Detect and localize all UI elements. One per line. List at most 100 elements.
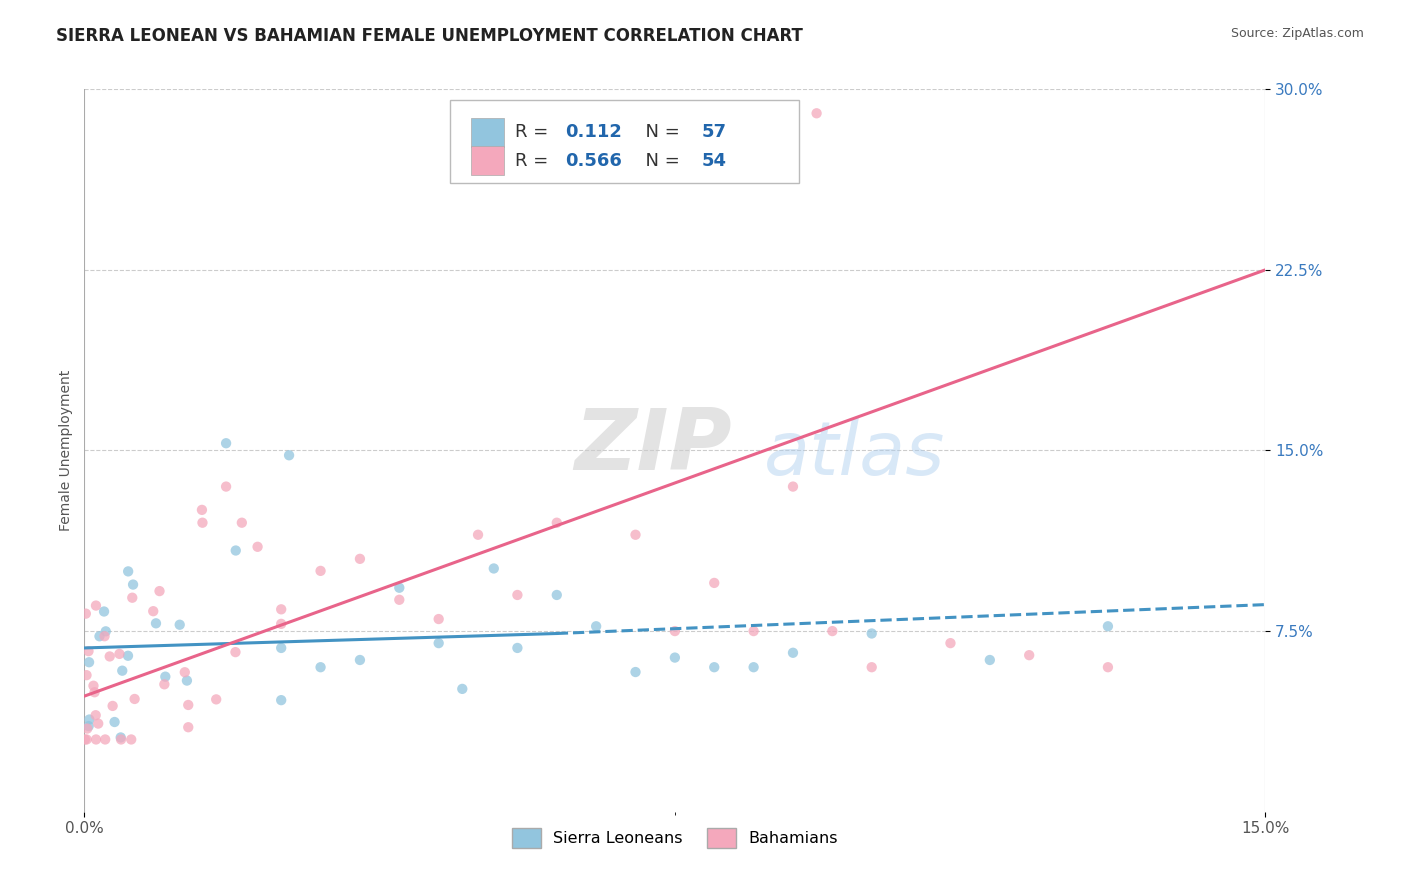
- Point: [451, 681, 474, 696]
- Point: [664, 650, 686, 665]
- Point: [782, 480, 804, 494]
- Point: [108, 647, 131, 661]
- Point: [546, 588, 568, 602]
- Point: [246, 540, 269, 554]
- Point: [84, 732, 107, 747]
- Point: [624, 527, 647, 541]
- Point: [110, 732, 132, 747]
- Point: [120, 732, 142, 747]
- Point: [1097, 660, 1119, 674]
- Point: [388, 592, 411, 607]
- Point: [121, 591, 143, 605]
- Point: [142, 604, 165, 618]
- FancyBboxPatch shape: [471, 118, 503, 147]
- Point: [79, 713, 101, 727]
- Text: N =: N =: [634, 123, 685, 142]
- Point: [624, 665, 647, 679]
- Point: [84, 599, 107, 613]
- Point: [205, 692, 228, 706]
- Point: [169, 617, 191, 632]
- Point: [155, 670, 177, 684]
- Point: [349, 653, 371, 667]
- FancyBboxPatch shape: [450, 100, 799, 183]
- Point: [101, 698, 124, 713]
- Point: [76, 722, 98, 736]
- Point: [427, 636, 450, 650]
- Point: [585, 619, 607, 633]
- Text: SIERRA LEONEAN VS BAHAMIAN FEMALE UNEMPLOYMENT CORRELATION CHART: SIERRA LEONEAN VS BAHAMIAN FEMALE UNEMPL…: [56, 27, 803, 45]
- Point: [191, 503, 214, 517]
- Point: [153, 677, 176, 691]
- Point: [83, 685, 105, 699]
- Point: [94, 624, 117, 639]
- Point: [111, 664, 134, 678]
- Point: [148, 584, 170, 599]
- Point: [742, 660, 765, 674]
- Point: [215, 480, 238, 494]
- Point: [93, 605, 115, 619]
- Text: ZIP: ZIP: [575, 405, 733, 488]
- Point: [427, 612, 450, 626]
- Point: [939, 636, 962, 650]
- Point: [860, 660, 883, 674]
- Point: [82, 679, 104, 693]
- Point: [467, 527, 489, 541]
- Point: [191, 516, 214, 530]
- Point: [231, 516, 253, 530]
- Point: [145, 616, 167, 631]
- Point: [309, 564, 332, 578]
- Point: [93, 629, 115, 643]
- Point: [89, 629, 111, 643]
- Point: [225, 543, 247, 558]
- Point: [124, 692, 146, 706]
- Text: 0.566: 0.566: [565, 152, 621, 169]
- Point: [278, 448, 301, 462]
- Text: 0.112: 0.112: [565, 123, 621, 142]
- Y-axis label: Female Unemployment: Female Unemployment: [59, 370, 73, 531]
- Text: atlas: atlas: [763, 418, 945, 490]
- Point: [482, 561, 505, 575]
- Text: Source: ZipAtlas.com: Source: ZipAtlas.com: [1230, 27, 1364, 40]
- Point: [117, 565, 139, 579]
- Point: [270, 693, 292, 707]
- Text: 54: 54: [702, 152, 727, 169]
- Point: [821, 624, 844, 639]
- Point: [806, 106, 828, 120]
- Point: [103, 714, 125, 729]
- Point: [173, 665, 195, 680]
- Point: [506, 588, 529, 602]
- Text: R =: R =: [516, 152, 554, 169]
- Point: [94, 732, 117, 747]
- Point: [177, 720, 200, 734]
- Legend: Sierra Leoneans, Bahamians: Sierra Leoneans, Bahamians: [506, 822, 844, 855]
- Point: [860, 626, 883, 640]
- Point: [176, 673, 198, 688]
- FancyBboxPatch shape: [471, 146, 503, 175]
- Point: [742, 624, 765, 639]
- Point: [703, 576, 725, 591]
- Point: [177, 698, 200, 712]
- Point: [388, 581, 411, 595]
- Point: [506, 640, 529, 655]
- Point: [270, 602, 292, 616]
- Point: [703, 660, 725, 674]
- Point: [76, 732, 98, 747]
- Point: [782, 646, 804, 660]
- Point: [77, 655, 100, 669]
- Point: [224, 645, 246, 659]
- Point: [664, 624, 686, 639]
- Point: [77, 719, 100, 733]
- Point: [270, 640, 292, 655]
- Point: [309, 660, 332, 674]
- Point: [75, 607, 97, 621]
- Point: [117, 648, 139, 663]
- Point: [98, 649, 121, 664]
- Point: [77, 644, 100, 658]
- Point: [110, 731, 132, 745]
- Text: R =: R =: [516, 123, 554, 142]
- Point: [1018, 648, 1040, 662]
- Point: [76, 668, 98, 682]
- Point: [84, 708, 107, 723]
- Point: [979, 653, 1001, 667]
- Point: [87, 716, 110, 731]
